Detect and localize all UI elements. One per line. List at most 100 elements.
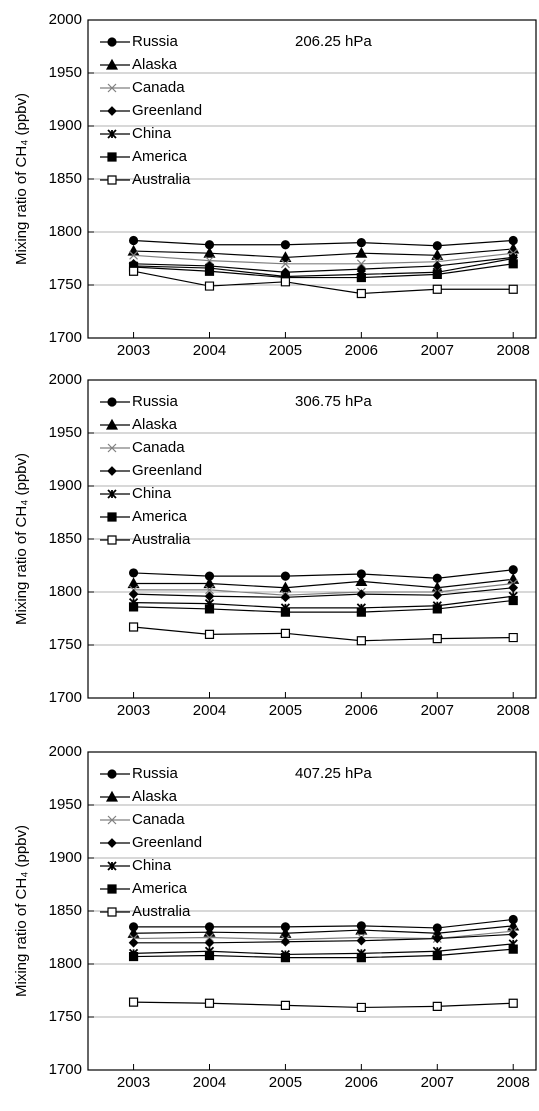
y-axis-label: Mixing ratio of CH₄ (ppbv)	[13, 825, 30, 997]
x-tick-label: 2004	[193, 342, 226, 359]
marker	[356, 636, 366, 646]
marker	[355, 575, 368, 586]
marker	[432, 269, 442, 279]
marker	[128, 622, 139, 632]
marker	[432, 950, 442, 961]
series-line	[133, 599, 514, 613]
x-tick-label: 2003	[117, 702, 150, 719]
series-line	[133, 252, 514, 265]
legend-label: China	[132, 857, 172, 874]
marker	[432, 573, 442, 583]
x-tick-label: 2008	[497, 702, 530, 719]
series-line	[133, 263, 514, 279]
legend-label: Greenland	[132, 462, 202, 479]
marker	[280, 277, 291, 287]
legend-marker	[107, 37, 117, 47]
legend-label: Russia	[132, 765, 179, 782]
legend-marker	[107, 884, 117, 894]
marker	[508, 259, 518, 269]
series-line	[133, 948, 514, 959]
marker	[507, 242, 520, 254]
legend-label: America	[132, 148, 188, 165]
marker	[280, 259, 290, 269]
x-tick-label: 2007	[421, 342, 454, 359]
legend-marker	[107, 106, 117, 116]
legend-label: China	[132, 125, 172, 142]
annotation: 206.25 hPa	[295, 33, 372, 50]
marker	[508, 565, 518, 575]
marker	[356, 259, 366, 269]
marker	[280, 607, 291, 617]
x-tick-label: 2006	[345, 1074, 378, 1091]
marker	[204, 604, 215, 614]
legend-marker	[107, 443, 117, 453]
legend-marker	[107, 769, 117, 779]
legend-marker	[105, 790, 119, 802]
y-tick-label: 1700	[49, 689, 82, 706]
y-tick-label: 1850	[49, 530, 82, 547]
marker	[356, 1002, 366, 1013]
marker	[128, 602, 139, 612]
marker	[355, 246, 368, 258]
marker	[205, 585, 214, 595]
legend-label: America	[132, 508, 188, 525]
y-axis-label: Mixing ratio of CH₄ (ppbv)	[13, 93, 30, 265]
y-tick-label: 1750	[49, 276, 82, 293]
marker	[128, 568, 139, 578]
series-line	[133, 933, 514, 944]
marker	[508, 595, 518, 606]
legend-marker	[107, 512, 117, 522]
marker	[431, 249, 444, 260]
series-line	[133, 918, 514, 929]
legend-marker	[105, 58, 119, 70]
marker	[432, 284, 442, 294]
legend-marker	[107, 907, 117, 917]
plot-frame	[87, 19, 537, 339]
y-tick-label: 1850	[49, 170, 82, 187]
x-tick-label: 2007	[421, 702, 454, 719]
y-tick-label: 1750	[49, 1008, 82, 1025]
x-tick-label: 2006	[345, 702, 378, 719]
marker	[205, 256, 214, 266]
legend-marker	[107, 838, 117, 848]
marker	[127, 577, 140, 589]
series-line	[133, 582, 514, 596]
marker	[128, 997, 139, 1007]
plot-frame	[87, 379, 537, 699]
marker	[432, 1001, 442, 1011]
marker	[508, 998, 518, 1008]
legend-label: Russia	[132, 393, 179, 410]
x-tick-label: 2004	[193, 702, 226, 719]
legend-label: China	[132, 485, 172, 502]
x-tick-label: 2006	[345, 342, 378, 359]
marker	[280, 1000, 291, 1010]
legend-marker	[107, 129, 117, 139]
y-axis-label: Mixing ratio of CH₄ (ppbv)	[13, 453, 30, 625]
y-tick-label: 1700	[49, 1061, 82, 1078]
series-line	[133, 943, 514, 956]
marker	[508, 284, 518, 294]
legend-label: Alaska	[132, 416, 178, 433]
legend-label: Russia	[132, 33, 179, 50]
legend-label: Canada	[132, 811, 185, 828]
legend-label: Alaska	[132, 788, 178, 805]
marker	[508, 632, 518, 643]
series-line	[133, 569, 514, 579]
marker	[129, 250, 138, 260]
x-tick-label: 2008	[497, 342, 530, 359]
marker	[356, 589, 367, 599]
y-tick-label: 1800	[49, 583, 82, 600]
legend-marker	[107, 83, 117, 93]
legend-marker	[107, 175, 117, 185]
marker	[432, 933, 443, 944]
legend-label: Greenland	[132, 102, 202, 119]
legend-marker	[105, 418, 119, 430]
x-tick-label: 2003	[117, 342, 150, 359]
marker	[356, 238, 366, 248]
y-tick-label: 2000	[49, 371, 82, 388]
marker	[128, 951, 139, 962]
x-tick-label: 2004	[193, 1074, 226, 1091]
legend-marker	[107, 466, 117, 476]
marker	[127, 927, 140, 938]
marker	[356, 288, 366, 299]
